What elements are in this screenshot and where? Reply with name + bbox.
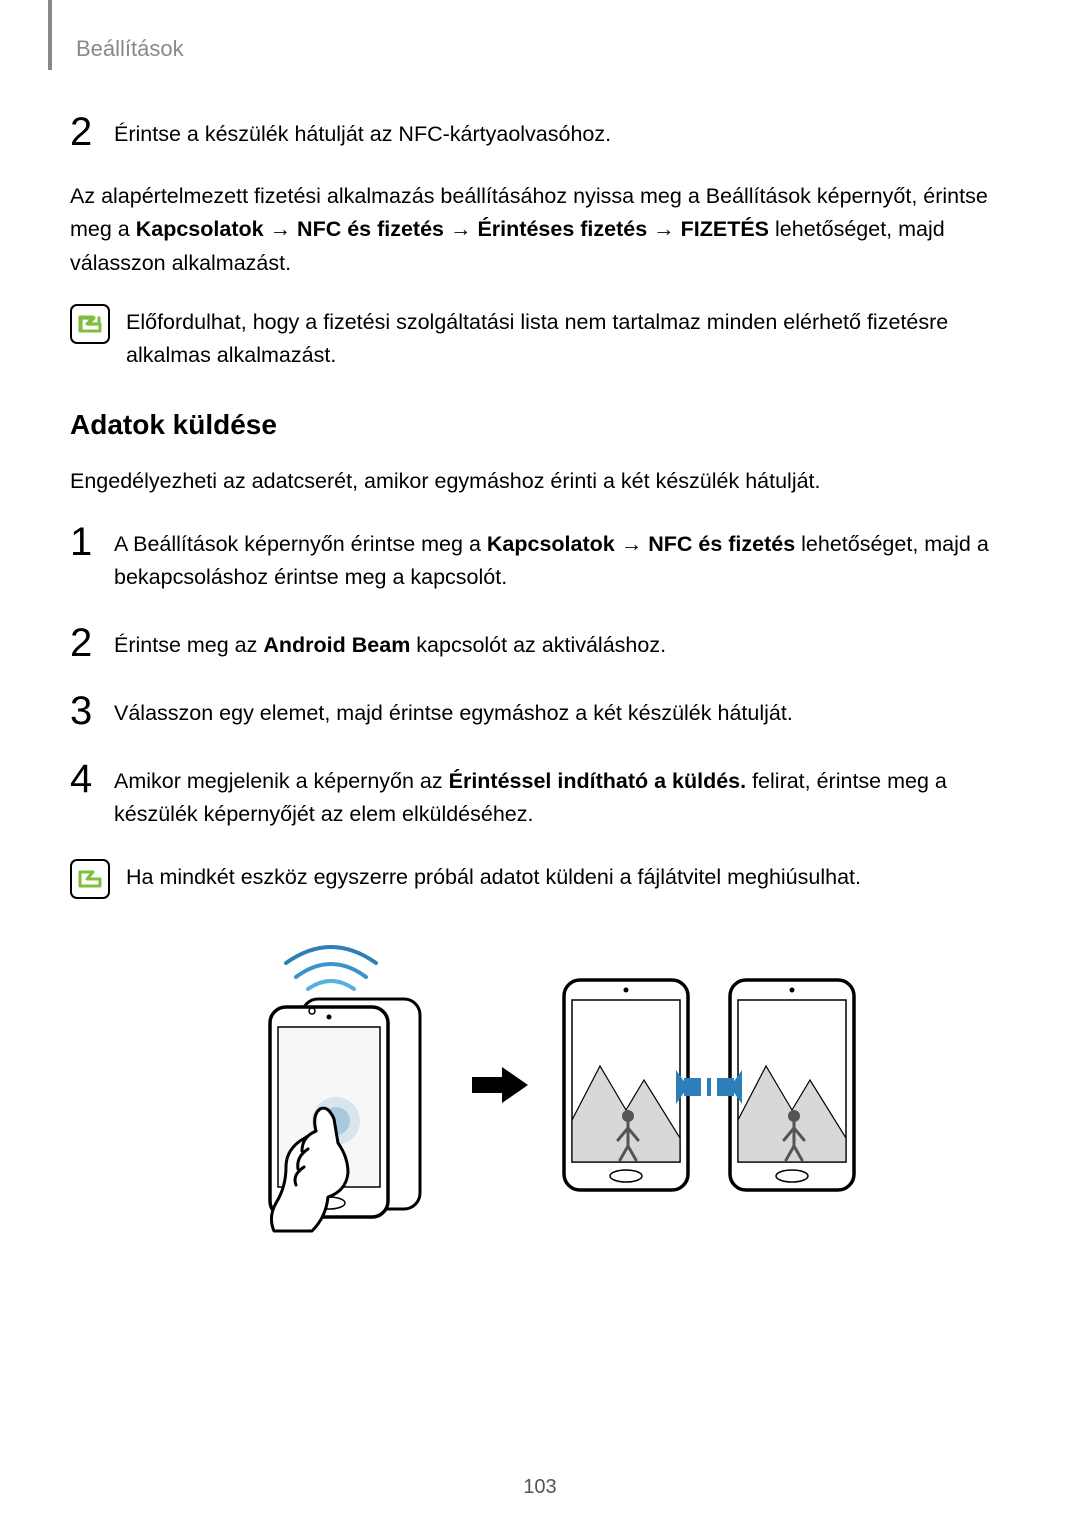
arrow-icon: [472, 1065, 528, 1105]
note-1-text: Előfordulhat, hogy a fizetési szolgáltat…: [126, 304, 1010, 373]
note-icon: [70, 859, 110, 899]
step-4: 4 Amikor megjelenik a képernyőn az Érint…: [70, 759, 1010, 832]
illustration-phones-touch: [216, 935, 446, 1235]
step-3-text: Válasszon egy elemet, majd érintse egymá…: [114, 691, 1010, 730]
step-1-text: A Beállítások képernyőn érintse meg a Ka…: [114, 522, 1010, 595]
illustration-phones-beam: [554, 970, 864, 1200]
intro-paragraph: Engedélyezheti az adatcserét, amikor egy…: [70, 465, 1010, 498]
step-2-text: Érintse meg az Android Beam kapcsolót az…: [114, 623, 1010, 662]
step-4-text: Amikor megjelenik a képernyőn az Érintés…: [114, 759, 1010, 832]
illustration-row: [70, 935, 1010, 1235]
step-number-2b: 2: [70, 623, 108, 663]
step-number-4: 4: [70, 759, 108, 799]
step-number-3: 3: [70, 691, 108, 731]
note-2: Ha mindkét eszköz egyszerre próbál adato…: [70, 859, 1010, 899]
step-number-1: 1: [70, 522, 108, 562]
step-3: 3 Válasszon egy elemet, majd érintse egy…: [70, 691, 1010, 731]
step-number-2: 2: [70, 112, 108, 152]
note-2-text: Ha mindkét eszköz egyszerre próbál adato…: [126, 859, 1010, 894]
section-heading: Adatok küldése: [70, 409, 1010, 441]
note-icon: [70, 304, 110, 344]
step-2-top: 2 Érintse a készülék hátulját az NFC-kár…: [70, 112, 1010, 152]
page-number: 103: [0, 1476, 1080, 1499]
breadcrumb: Beállítások: [76, 36, 1010, 62]
default-app-paragraph: Az alapértelmezett fizetési alkalmazás b…: [70, 180, 1010, 280]
note-1: Előfordulhat, hogy a fizetési szolgáltat…: [70, 304, 1010, 373]
step-2: 2 Érintse meg az Android Beam kapcsolót …: [70, 623, 1010, 663]
step-1: 1 A Beállítások képernyőn érintse meg a …: [70, 522, 1010, 595]
step-2-top-text: Érintse a készülék hátulját az NFC-kárty…: [114, 112, 1010, 151]
